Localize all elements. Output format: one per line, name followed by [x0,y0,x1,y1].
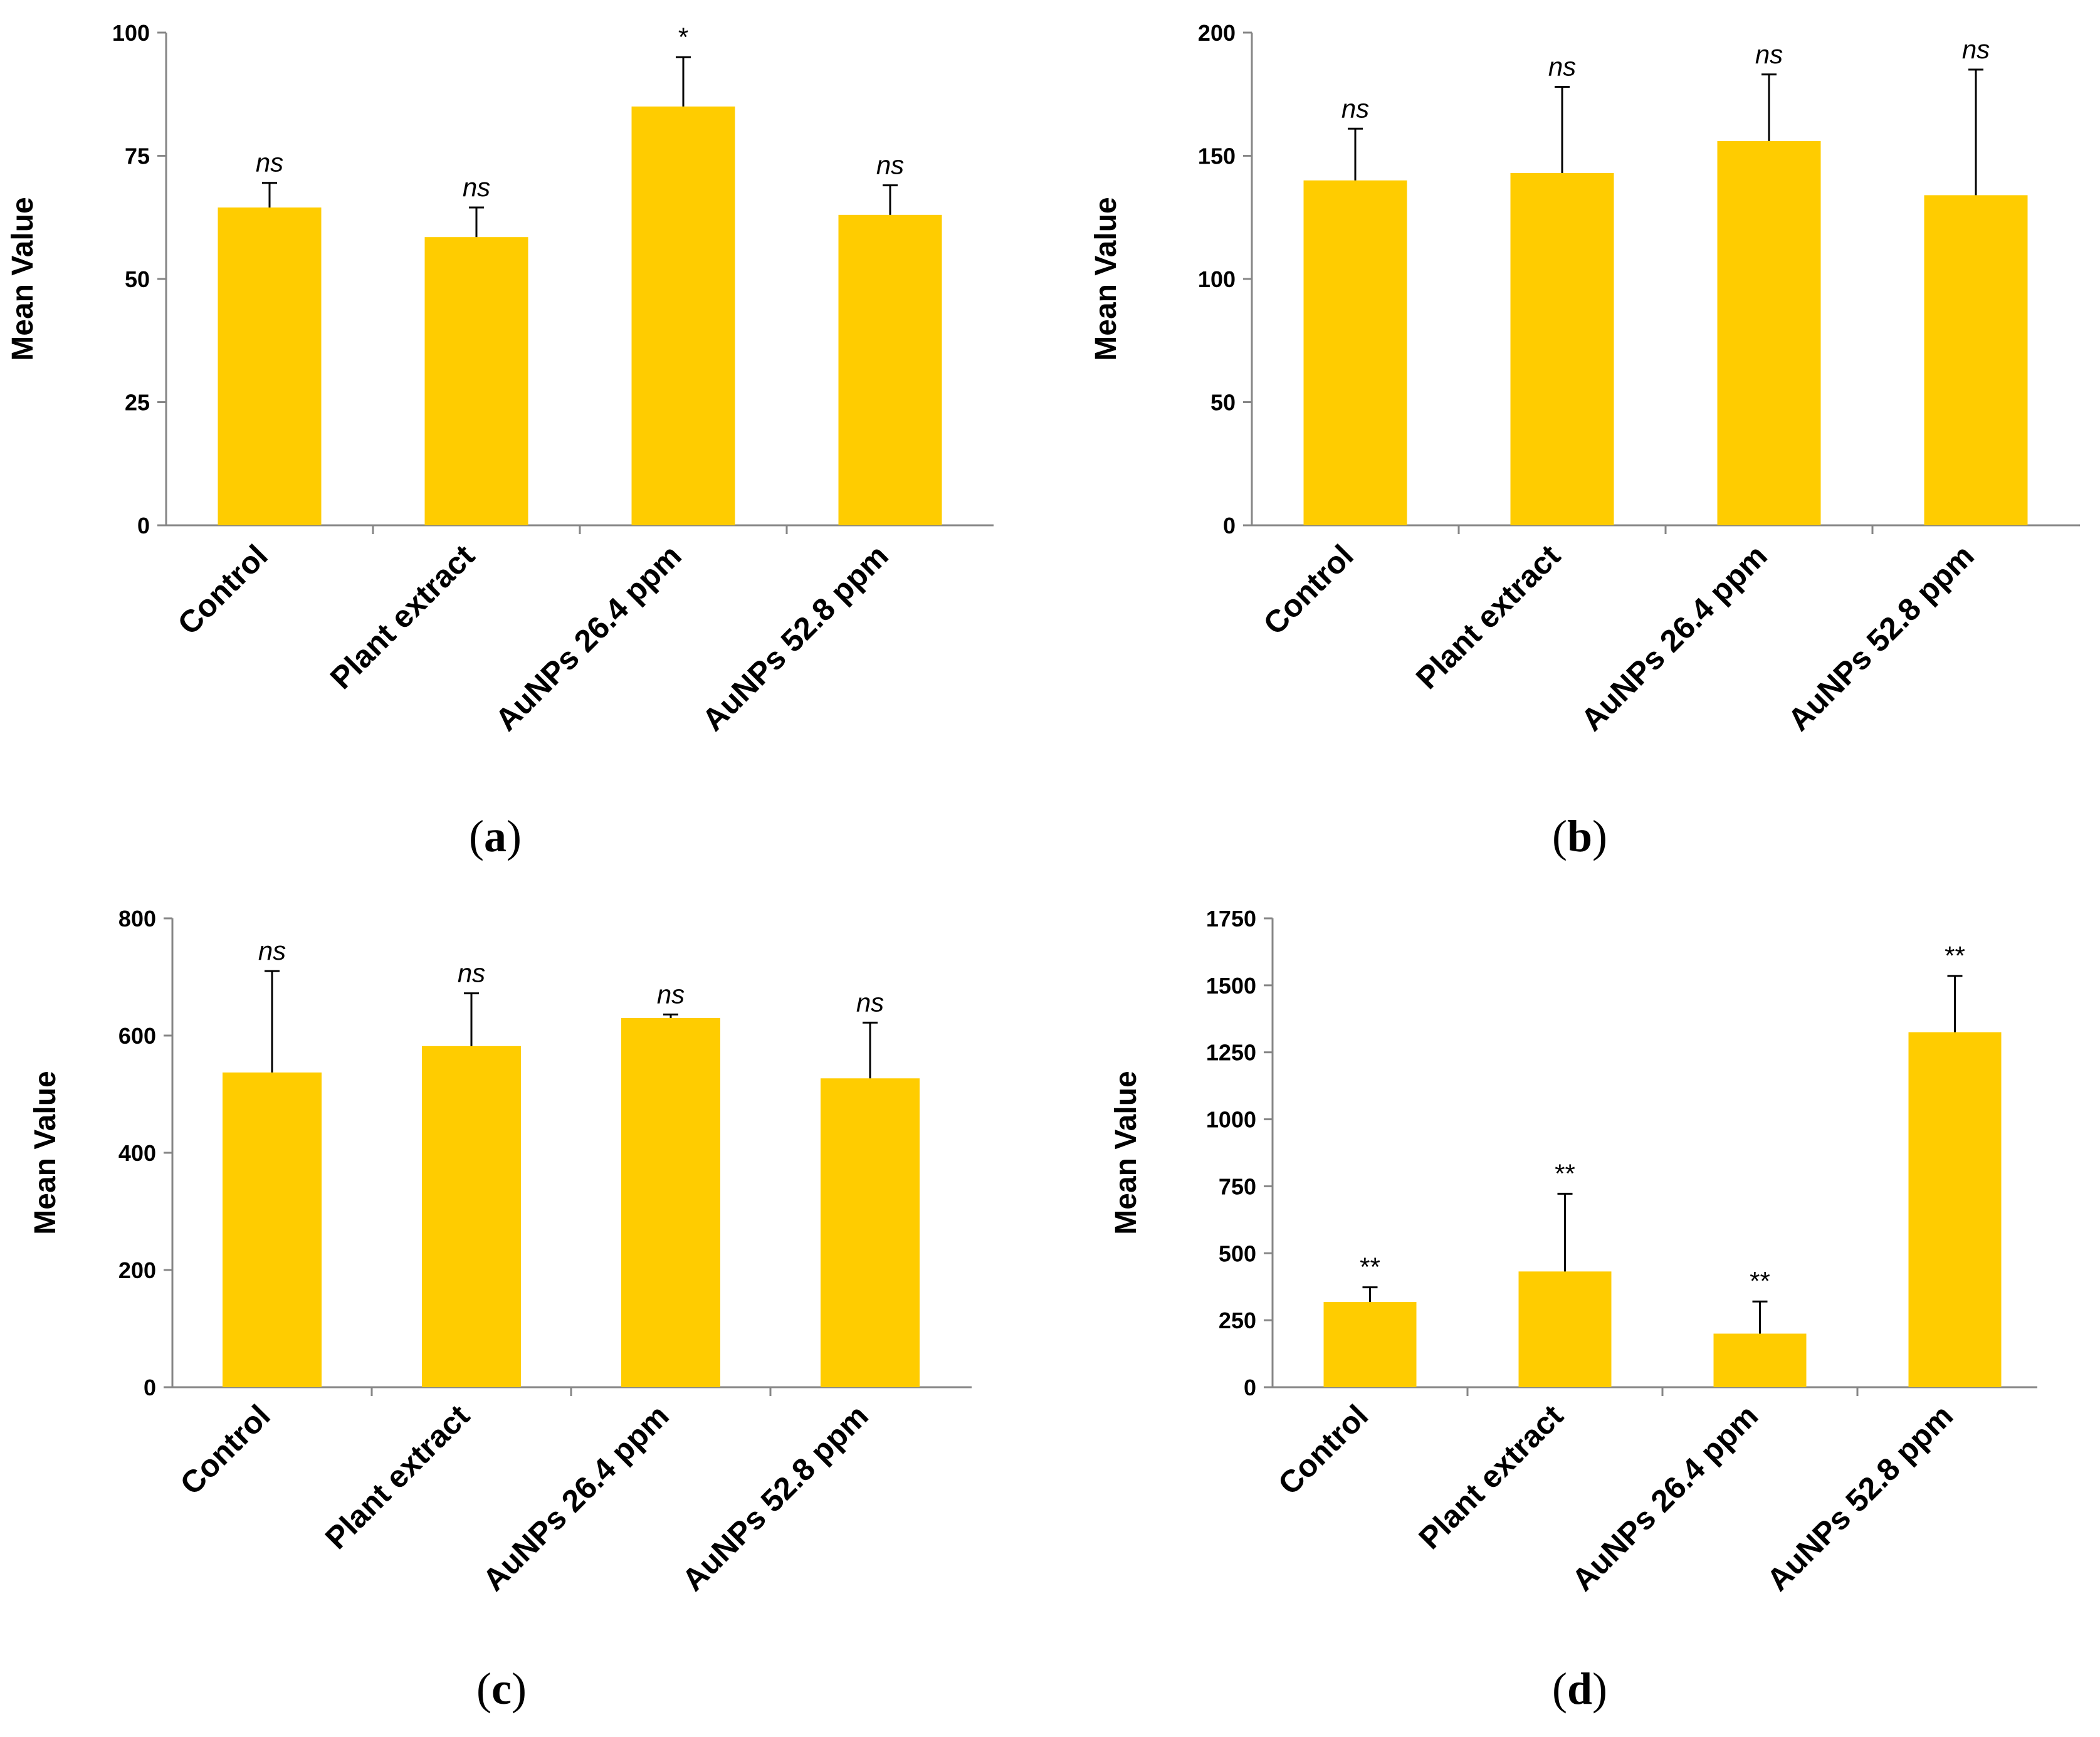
panel-caption: (a) [469,811,522,861]
x-tick-label: Control [1271,1398,1375,1501]
bar [1323,1302,1417,1387]
x-tick-label: Plant extract [1409,538,1567,696]
bar [422,1046,521,1387]
y-tick-label: 0 [1244,1375,1256,1400]
significance-label: * [678,22,688,51]
x-tick-label: Plant extract [323,538,481,696]
significance-label: ns [256,148,283,177]
panel-caption-open: ( [476,1664,491,1714]
significance-label: ** [1750,1266,1770,1296]
significance-label: ns [463,172,490,202]
x-tick-label: Control [174,1398,277,1501]
bar [1518,1271,1612,1387]
y-tick-label: 100 [1198,266,1236,292]
y-axis-label: Mean Value [1110,1071,1143,1234]
y-tick-label: 800 [118,906,156,931]
y-axis-label: Mean Value [29,1071,62,1234]
x-tick-label: AuNPs 52.8 ppm [675,1398,875,1598]
x-tick-label: AuNPs 26.4 ppm [488,538,688,738]
y-tick-label: 50 [125,266,150,292]
significance-label: ns [1755,39,1783,69]
x-tick-label: AuNPs 26.4 ppm [1565,1398,1765,1598]
y-tick-label: 75 [125,144,150,169]
x-tick-label: AuNPs 52.8 ppm [695,538,895,738]
x-tick-label: AuNPs 52.8 ppm [1760,1398,1960,1598]
significance-label: ** [1555,1158,1575,1188]
bar [1303,180,1407,525]
chart-panel-d: 0 250 500 750 1000 1250 1500 1750 Mean Value ** Co… [1110,906,2037,1714]
y-tick-label: 400 [118,1140,156,1166]
significance-label: ns [458,958,485,988]
panel-caption: (d) [1552,1664,1607,1714]
panel-caption-close: ) [1592,1664,1607,1714]
bar [621,1017,720,1387]
y-tick-label: 1750 [1206,906,1256,931]
x-tick-label: AuNPs 26.4 ppm [1574,538,1774,738]
bar [1713,1333,1807,1387]
y-tick-label: 50 [1210,390,1236,416]
y-tick-label: 100 [112,20,150,46]
significance-label: ns [1962,34,1990,64]
y-tick-label: 200 [118,1257,156,1283]
y-tick-label: 150 [1198,144,1236,169]
y-tick-label: 750 [1219,1173,1256,1199]
bar [1510,173,1614,525]
significance-label: ns [258,936,286,965]
significance-label: ns [876,150,904,180]
significance-label: ** [1945,941,1965,970]
bar [223,1072,322,1387]
y-tick-label: 500 [1219,1241,1256,1266]
y-tick-label: 0 [137,513,150,538]
panel-caption: (b) [1552,811,1607,861]
y-tick-label: 25 [125,390,150,416]
significance-label: ns [1548,51,1576,81]
panel-caption-letter: c [491,1664,512,1714]
bar [1924,195,2028,525]
x-tick-label: AuNPs 26.4 ppm [476,1398,676,1598]
panel-caption-open: ( [469,811,484,861]
panel-caption-open: ( [1552,1664,1567,1714]
panel-caption: (c) [476,1664,527,1714]
y-tick-label: 1500 [1206,973,1256,999]
x-tick-label: AuNPs 52.8 ppm [1781,538,1981,738]
panel-caption-close: ) [512,1664,527,1714]
y-tick-label: 1250 [1206,1040,1256,1066]
y-tick-label: 0 [1223,513,1236,538]
x-tick-label: Plant extract [1412,1398,1570,1556]
bar [631,106,735,525]
significance-label: ns [657,979,685,1009]
panel-caption-letter: d [1567,1664,1592,1714]
chart-panel-c: 0 200 400 600 800 Mean Value ns Control ns Plant … [29,906,972,1714]
x-tick-label: Control [171,538,275,641]
panel-caption-close: ) [1592,811,1607,861]
bar [838,214,942,525]
y-tick-label: 0 [144,1375,156,1400]
panel-caption-close: ) [507,811,522,861]
bar [424,237,528,525]
bar [1717,140,1821,526]
y-tick-label: 250 [1219,1308,1256,1333]
significance-label: ns [856,987,884,1017]
y-axis-label: Mean Value [1089,197,1123,360]
significance-label: ** [1360,1252,1380,1282]
chart-panel-b: 0 50 100 150 200 Mean Value ns Control ns Plant e… [1089,20,2080,861]
panel-caption-letter: b [1567,811,1592,861]
y-tick-label: 1000 [1206,1107,1256,1133]
y-tick-label: 600 [118,1023,156,1049]
bar [218,207,322,525]
panel-caption-open: ( [1552,811,1567,861]
y-tick-label: 200 [1198,20,1236,46]
bar [1908,1032,2002,1387]
significance-label: ns [1341,93,1369,123]
chart-panel-a: 0 25 50 75 100 Mean Value ns Control ns Plant ext… [6,20,994,861]
panel-caption-letter: a [484,811,507,861]
x-tick-label: Control [1257,538,1360,641]
bar [821,1078,920,1387]
y-axis-label: Mean Value [6,197,39,360]
x-tick-label: Plant extract [318,1398,476,1556]
